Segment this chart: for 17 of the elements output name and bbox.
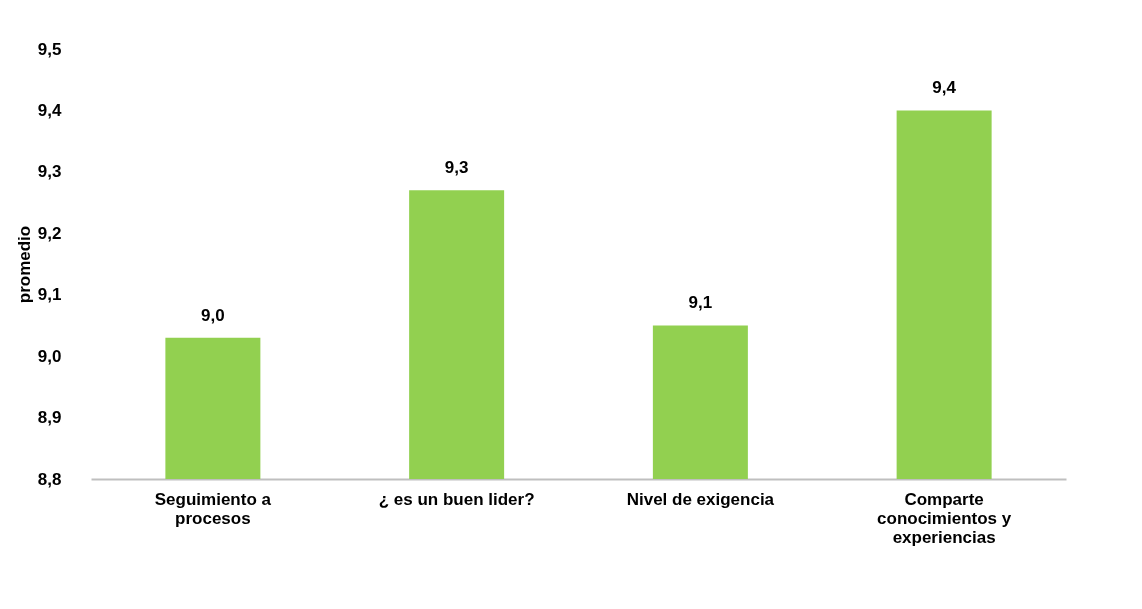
x-tick-label: ¿ es un buen lider? (378, 489, 535, 509)
data-label: 9,3 (444, 158, 469, 178)
y-tick-label: 9,5 (37, 39, 62, 59)
data-label: 9,4 (932, 78, 957, 98)
data-label: 9,1 (688, 293, 713, 313)
y-tick-label: 8,8 (37, 469, 62, 489)
y-tick-label: 9,3 (37, 162, 62, 182)
y-tick-label: 9,4 (37, 100, 63, 120)
y-tick-label: 9,2 (37, 223, 62, 243)
y-tick-label: 9,1 (37, 285, 62, 305)
y-tick-label: 9,0 (37, 346, 62, 366)
y-axis-title: promedio (14, 225, 34, 304)
x-tick-label: Nivel de exigencia (626, 489, 775, 509)
x-tick-label: Comparte conocimientos y experiencias (877, 489, 1012, 547)
x-tick-label: Seguimiento a procesos (154, 489, 272, 528)
y-tick-label: 8,9 (37, 408, 62, 428)
data-label: 9,0 (201, 305, 225, 325)
